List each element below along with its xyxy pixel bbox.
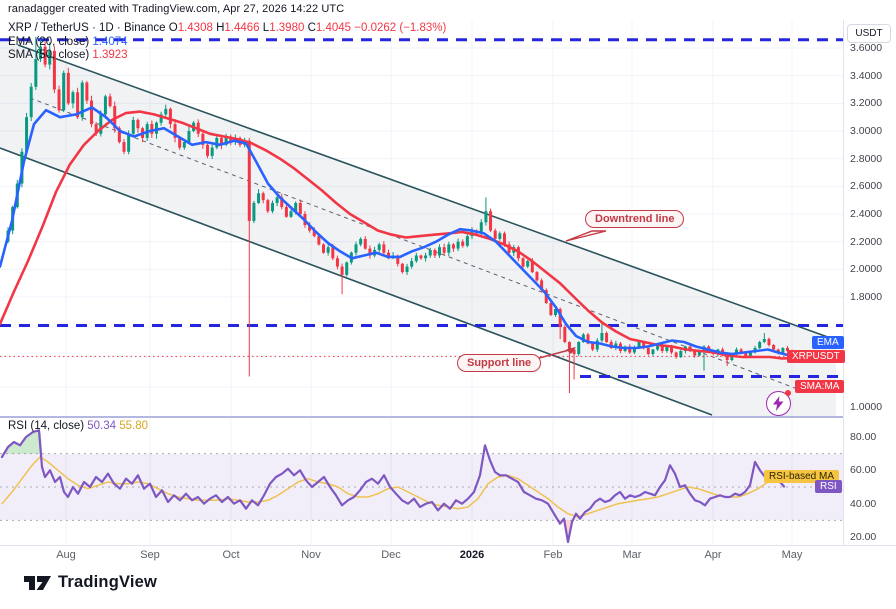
time-axis-label-2026: 2026 xyxy=(459,549,485,561)
ema-label: EMA (20, close) xyxy=(8,35,90,48)
low-value: 1.3980 xyxy=(269,22,305,34)
high-value: 1.4466 xyxy=(224,22,260,34)
time-axis-label-nov: Nov xyxy=(301,549,321,561)
credit-line: ranadagger created with TradingView.com,… xyxy=(8,3,345,15)
time-axis[interactable]: Aug Sep Oct Nov Dec 2026 Feb Mar Apr May xyxy=(0,545,896,566)
symbol-row[interactable]: XRP / TetherUS · 1D · Binance O1.4308 H1… xyxy=(8,22,447,34)
time-axis-label-mar: Mar xyxy=(622,549,642,561)
flash-order-icon[interactable] xyxy=(766,390,791,416)
price-tick: 1.8000 xyxy=(850,291,883,303)
time-axis-label-sep: Sep xyxy=(140,549,160,561)
price-tick: 3.2000 xyxy=(850,97,883,109)
price-axis[interactable]: 3.6000 3.4000 3.2000 3.0000 2.8000 2.6000 2.40… xyxy=(843,20,896,417)
rsi-tick: 20.00 xyxy=(850,531,877,543)
rsi-ma-current-value: 55.80 xyxy=(119,420,149,432)
price-tick: 2.6000 xyxy=(850,180,883,192)
price-tick: 2.0000 xyxy=(850,263,883,275)
sma-legend-row[interactable]: SMA (50, close) 1.3923 xyxy=(8,49,446,63)
rsi-legend[interactable]: RSI (14, close) 50.34 55.80 xyxy=(8,420,148,432)
time-axis-label-apr: Apr xyxy=(704,549,722,561)
ema-legend-row[interactable]: EMA (20, close) 1.4074 xyxy=(8,36,446,50)
sma-label: SMA (50, close) xyxy=(8,49,90,61)
high-label: H xyxy=(216,22,225,34)
symbol-name: XRP / TetherUS xyxy=(8,22,89,34)
time-axis-label-may: May xyxy=(781,549,803,561)
sma-value: 1.3923 xyxy=(92,49,128,61)
time-axis-label-oct: Oct xyxy=(222,549,240,561)
exchange: Binance xyxy=(123,22,166,34)
notification-dot xyxy=(785,390,791,396)
rsi-tick: 60.00 xyxy=(850,464,877,476)
price-tick: 3.0000 xyxy=(850,125,883,137)
price-tick: 2.2000 xyxy=(850,236,883,248)
ema-axis-tag: EMA xyxy=(812,336,844,349)
open-value: 1.4308 xyxy=(177,22,213,34)
time-axis-label-aug: Aug xyxy=(56,549,76,561)
brand-name: TradingView xyxy=(58,573,158,591)
time-axis-label-feb: Feb xyxy=(543,549,563,561)
rsi-axis-tag: RSI xyxy=(815,480,842,493)
price-tick: 2.4000 xyxy=(850,208,883,220)
change-value: −0.0262 (−1.83%) xyxy=(354,22,447,34)
support-line-label[interactable]: Support line xyxy=(457,354,542,372)
price-tick: 1.0000 xyxy=(850,401,883,413)
price-tick: 3.4000 xyxy=(850,70,883,82)
price-tick: 2.8000 xyxy=(850,153,883,165)
ema-value: 1.4074 xyxy=(92,35,128,48)
time-axis-label-dec: Dec xyxy=(381,549,401,561)
tradingview-mark-icon xyxy=(24,575,51,590)
interval: 1D xyxy=(99,22,114,34)
symbol-legend[interactable]: XRP / TetherUS · 1D · Binance O1.4308 H1… xyxy=(8,22,446,63)
footer: TradingView xyxy=(0,565,896,609)
tradingview-logo[interactable]: TradingView xyxy=(24,573,157,592)
rsi-indicator-label: RSI (14, close) xyxy=(8,420,85,432)
currency-toggle-button[interactable]: USDT xyxy=(847,24,891,43)
lightning-bolt-icon xyxy=(773,396,784,411)
close-label: C xyxy=(307,22,316,34)
rsi-pane[interactable] xyxy=(0,418,843,545)
price-tick: 3.6000 xyxy=(850,42,883,54)
sma-ma-axis-tag: SMA:MA xyxy=(795,380,845,393)
symbol-axis-tag: XRPUSDT xyxy=(787,350,845,363)
close-value: 1.4045 xyxy=(315,22,352,34)
rsi-current-value: 50.34 xyxy=(87,420,117,432)
low-label: L xyxy=(262,22,270,34)
rsi-tick: 80.00 xyxy=(850,431,877,443)
pane-separator[interactable] xyxy=(0,416,843,418)
open-label: O xyxy=(168,22,178,34)
price-pane[interactable] xyxy=(0,20,843,417)
downtrend-line-label[interactable]: Downtrend line xyxy=(585,210,685,228)
rsi-tick: 40.00 xyxy=(850,498,877,510)
rsi-ma-axis-tag: RSI-based MA xyxy=(764,470,840,483)
